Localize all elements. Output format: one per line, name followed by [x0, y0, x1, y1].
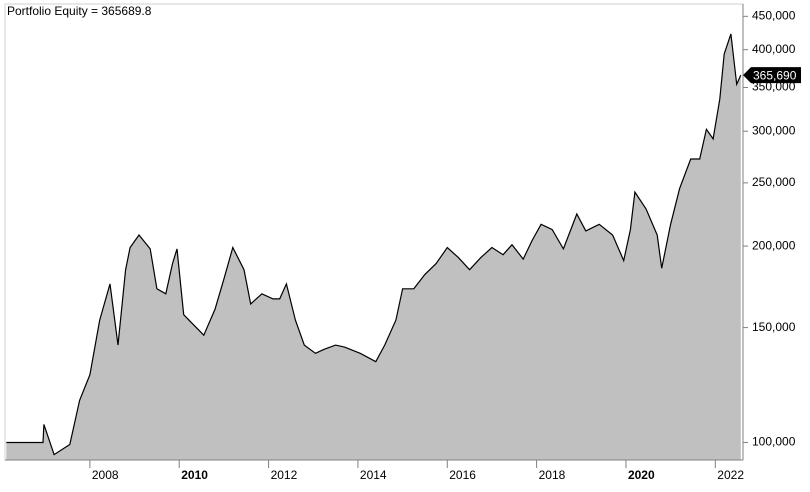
- y-tick-label: 150,000: [752, 320, 796, 334]
- area: [6, 33, 741, 461]
- plot-area: [6, 33, 742, 461]
- x-tick-label: 2016: [449, 468, 476, 482]
- x-tick-label: 2018: [539, 468, 566, 482]
- x-tick-label: 2008: [92, 468, 119, 482]
- x-tick-label: 2010: [181, 468, 208, 482]
- y-tick-label: 250,000: [752, 175, 796, 189]
- x-tick-label: 2022: [717, 468, 744, 482]
- y-tick-label: 300,000: [752, 123, 796, 137]
- y-tick-label: 450,000: [752, 8, 796, 22]
- x-tick-label: 2020: [628, 468, 655, 482]
- x-tick-label: 2014: [360, 468, 387, 482]
- chart-title: Portfolio Equity = 365689.8: [7, 4, 152, 18]
- y-tick-label: 350,000: [752, 80, 796, 94]
- y-tick-label: 100,000: [752, 435, 796, 449]
- x-tick-label: 2012: [271, 468, 298, 482]
- line: [6, 33, 742, 456]
- y-tick-label: 200,000: [752, 238, 796, 252]
- y-tick-label: 400,000: [752, 42, 796, 56]
- value-label-box: [743, 67, 801, 84]
- value-label: 365,690: [753, 68, 797, 82]
